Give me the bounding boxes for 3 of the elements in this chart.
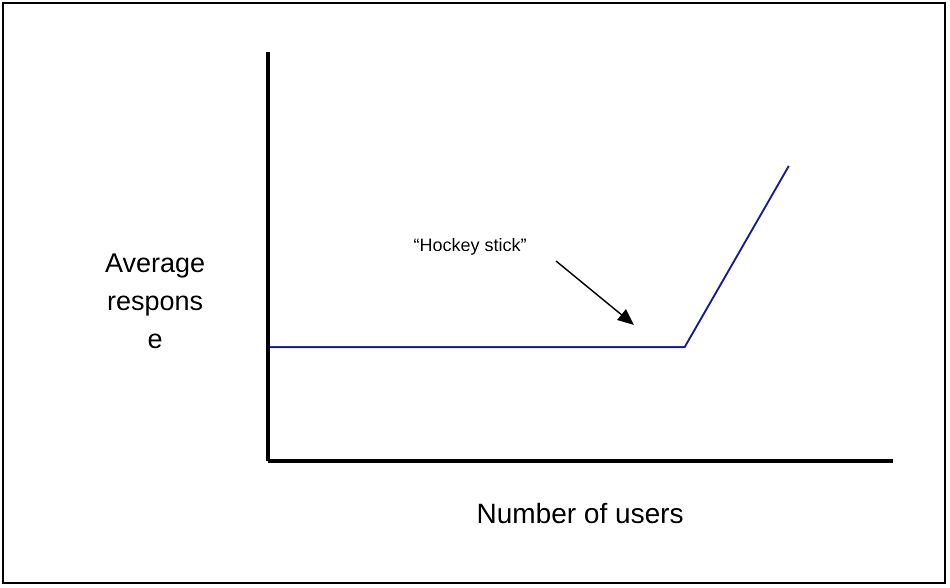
y-axis-title: Average response bbox=[104, 247, 206, 356]
annotation: “Hockey stick” bbox=[412, 235, 528, 256]
x-axis-title: Number of users bbox=[476, 498, 684, 530]
